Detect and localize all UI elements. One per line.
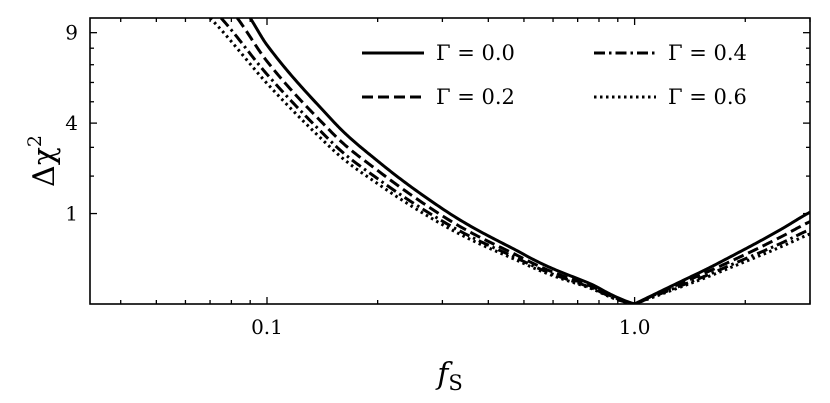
y-tick-label: 1 xyxy=(65,202,78,226)
x-tick-label: 0.1 xyxy=(251,315,283,339)
series-line-1 xyxy=(236,18,810,304)
x-axis-title: fS xyxy=(435,357,463,395)
x-tick-label: 1.0 xyxy=(619,315,651,339)
plot-frame xyxy=(89,17,811,305)
series-line-2 xyxy=(219,18,810,304)
y-tick-label: 9 xyxy=(65,21,78,45)
tick-layer: 1 4 9 0.1 1.0 xyxy=(65,18,811,339)
series-line-0 xyxy=(248,18,810,304)
y-tick-label: 4 xyxy=(65,111,78,135)
y-axis-title: Δχ2 xyxy=(24,135,62,187)
series-line-3 xyxy=(208,18,810,304)
legend-label-0: Γ = 0.0 xyxy=(436,41,515,65)
legend: Γ = 0.0 Γ = 0.2 Γ = 0.4 Γ = 0.6 xyxy=(362,41,747,109)
legend-label-2: Γ = 0.4 xyxy=(668,41,747,65)
legend-label-3: Γ = 0.6 xyxy=(668,85,747,109)
legend-label-1: Γ = 0.2 xyxy=(436,85,515,109)
series-layer xyxy=(208,18,810,304)
